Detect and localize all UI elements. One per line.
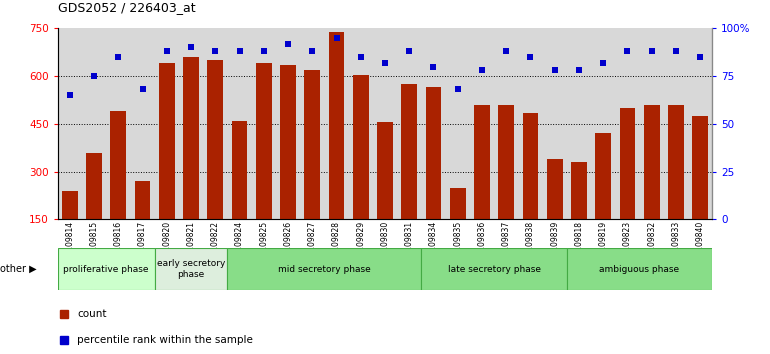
Bar: [280, 65, 296, 219]
Bar: [110, 111, 126, 219]
Text: GDS2052 / 226403_at: GDS2052 / 226403_at: [58, 1, 196, 14]
Bar: [426, 87, 441, 219]
Bar: [232, 121, 247, 219]
Text: early secretory
phase: early secretory phase: [157, 259, 226, 279]
Bar: [353, 75, 369, 219]
Bar: [155, 248, 227, 290]
Bar: [668, 105, 684, 219]
Text: count: count: [77, 309, 107, 319]
Text: ambiguous phase: ambiguous phase: [600, 264, 680, 274]
Bar: [159, 63, 175, 219]
Bar: [620, 108, 635, 219]
Bar: [450, 188, 466, 219]
Bar: [692, 116, 708, 219]
Bar: [62, 191, 78, 219]
Text: late secretory phase: late secretory phase: [447, 264, 541, 274]
Bar: [377, 122, 393, 219]
Bar: [474, 105, 490, 219]
Bar: [86, 153, 102, 219]
Bar: [58, 248, 155, 290]
Bar: [183, 57, 199, 219]
Bar: [329, 32, 344, 219]
Bar: [595, 133, 611, 219]
Bar: [644, 105, 660, 219]
Bar: [523, 113, 538, 219]
Bar: [567, 248, 712, 290]
Bar: [207, 60, 223, 219]
Bar: [256, 63, 272, 219]
Bar: [135, 181, 150, 219]
Bar: [401, 84, 417, 219]
Bar: [227, 248, 421, 290]
Text: percentile rank within the sample: percentile rank within the sample: [77, 335, 253, 345]
Bar: [304, 70, 320, 219]
Text: proliferative phase: proliferative phase: [63, 264, 149, 274]
Bar: [547, 159, 563, 219]
Text: other ▶: other ▶: [0, 264, 37, 274]
Bar: [571, 162, 587, 219]
Text: mid secretory phase: mid secretory phase: [278, 264, 371, 274]
Bar: [421, 248, 567, 290]
Bar: [498, 105, 514, 219]
